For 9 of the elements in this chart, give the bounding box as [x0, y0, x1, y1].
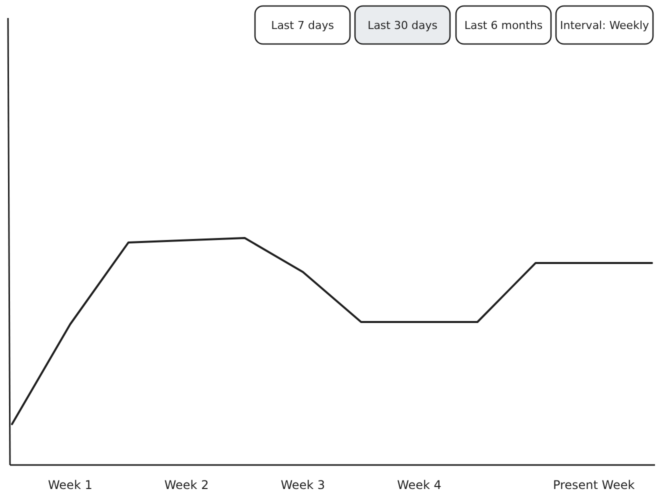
x-tick-label: Week 3	[280, 478, 326, 492]
x-tick-label: Week 2	[164, 478, 209, 492]
range-button: Last 30 days	[354, 5, 451, 45]
range-button: Last 7 days	[254, 5, 351, 45]
x-tick-label: Week 1	[48, 478, 92, 492]
x-tick-label: Week 4	[397, 478, 442, 492]
x-tick-label: Present Week	[552, 478, 635, 492]
range-button: Last 6 months	[455, 5, 552, 45]
range-button: Interval: Weekly	[555, 5, 654, 45]
